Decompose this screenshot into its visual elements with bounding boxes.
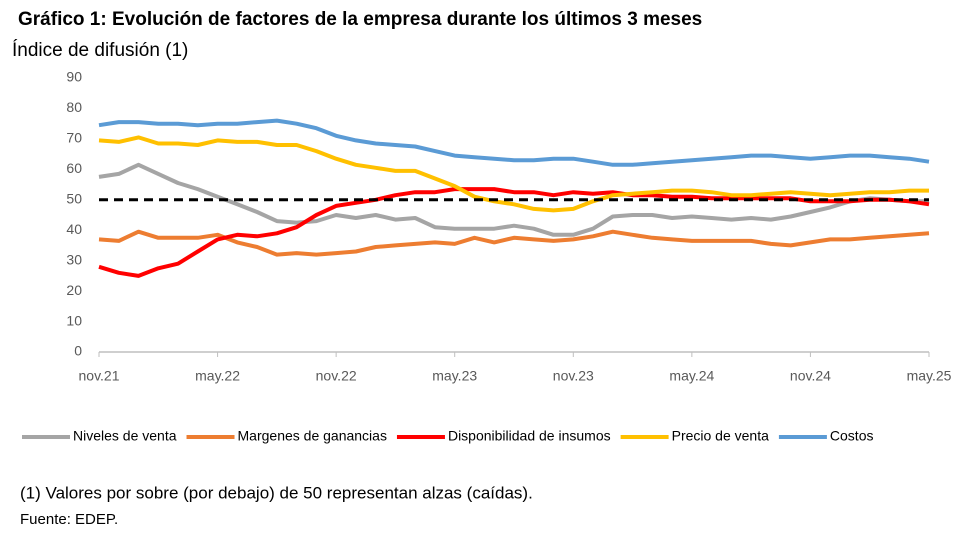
legend-label: Niveles de venta xyxy=(73,428,177,444)
series-line xyxy=(98,187,930,278)
legend-label: Precio de venta xyxy=(672,428,769,444)
y-axis-label: Índice de difusión (1) xyxy=(12,40,188,61)
y-tick-label: 40 xyxy=(66,221,82,237)
legend-label: Disponibilidad de insumos xyxy=(448,428,611,444)
legend-label: Costos xyxy=(830,428,874,444)
series-line xyxy=(98,118,930,167)
chart-title: Gráfico 1: Evolución de factores de la e… xyxy=(18,9,702,30)
x-tick-label: may.23 xyxy=(432,368,477,384)
x-tick-label: may.22 xyxy=(195,368,240,384)
series-line xyxy=(98,162,929,237)
series-line xyxy=(98,135,929,213)
y-tick-label: 80 xyxy=(66,99,82,115)
footnote: (1) Valores por sobre (por debajo) de 50… xyxy=(20,483,533,502)
y-tick-label: 90 xyxy=(66,69,82,85)
source: Fuente: EDEP. xyxy=(20,511,118,528)
x-tick-label: may.25 xyxy=(907,368,952,384)
y-tick-label: 0 xyxy=(74,343,82,359)
y-tick-label: 20 xyxy=(66,282,82,298)
x-tick-label: nov.24 xyxy=(790,368,831,384)
x-tick-label: nov.23 xyxy=(553,368,594,384)
x-tick-label: nov.21 xyxy=(79,368,120,384)
x-tick-label: nov.22 xyxy=(316,368,357,384)
x-tick-label: may.24 xyxy=(669,368,714,384)
y-tick-label: 60 xyxy=(66,160,82,176)
y-tick-label: 50 xyxy=(66,190,82,206)
legend-label: Margenes de ganancias xyxy=(238,428,387,444)
y-tick-label: 70 xyxy=(66,130,82,146)
series-line xyxy=(98,229,930,257)
y-tick-label: 10 xyxy=(66,312,82,328)
y-tick-label: 30 xyxy=(66,251,82,267)
